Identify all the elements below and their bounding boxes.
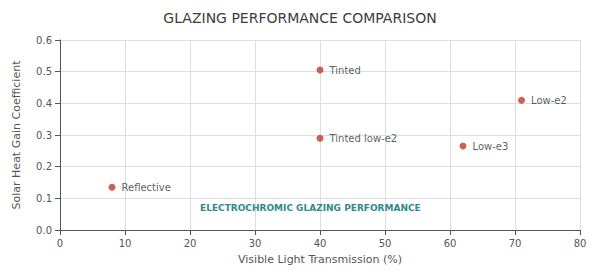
svg-text:0: 0 xyxy=(57,238,63,249)
svg-text:20: 20 xyxy=(184,238,197,249)
svg-text:GLAZING PERFORMANCE COMPARISON: GLAZING PERFORMANCE COMPARISON xyxy=(163,10,436,26)
svg-text:80: 80 xyxy=(574,238,587,249)
svg-text:Reflective: Reflective xyxy=(122,182,171,193)
svg-text:0.1: 0.1 xyxy=(36,193,52,204)
svg-text:60: 60 xyxy=(444,238,457,249)
svg-text:Low-e2: Low-e2 xyxy=(531,95,567,106)
svg-text:10: 10 xyxy=(119,238,132,249)
svg-text:0.0: 0.0 xyxy=(36,225,52,236)
svg-text:50: 50 xyxy=(379,238,392,249)
svg-text:ELECTROCHROMIC GLAZING PERFORM: ELECTROCHROMIC GLAZING PERFORMANCE xyxy=(200,203,421,213)
svg-text:0.2: 0.2 xyxy=(36,161,52,172)
svg-text:0.3: 0.3 xyxy=(36,130,52,141)
svg-text:40: 40 xyxy=(314,238,327,249)
svg-text:Tinted low-e2: Tinted low-e2 xyxy=(329,133,398,144)
svg-text:Visible Light Transmission (%): Visible Light Transmission (%) xyxy=(238,253,402,266)
svg-text:Tinted: Tinted xyxy=(329,65,361,76)
svg-text:Low-e3: Low-e3 xyxy=(473,141,509,152)
svg-text:Solar Heat Gain Coefficient: Solar Heat Gain Coefficient xyxy=(10,60,23,210)
svg-text:30: 30 xyxy=(249,238,262,249)
svg-text:70: 70 xyxy=(509,238,522,249)
svg-text:0.6: 0.6 xyxy=(36,35,52,46)
svg-text:0.4: 0.4 xyxy=(36,98,52,109)
svg-text:0.5: 0.5 xyxy=(36,66,52,77)
